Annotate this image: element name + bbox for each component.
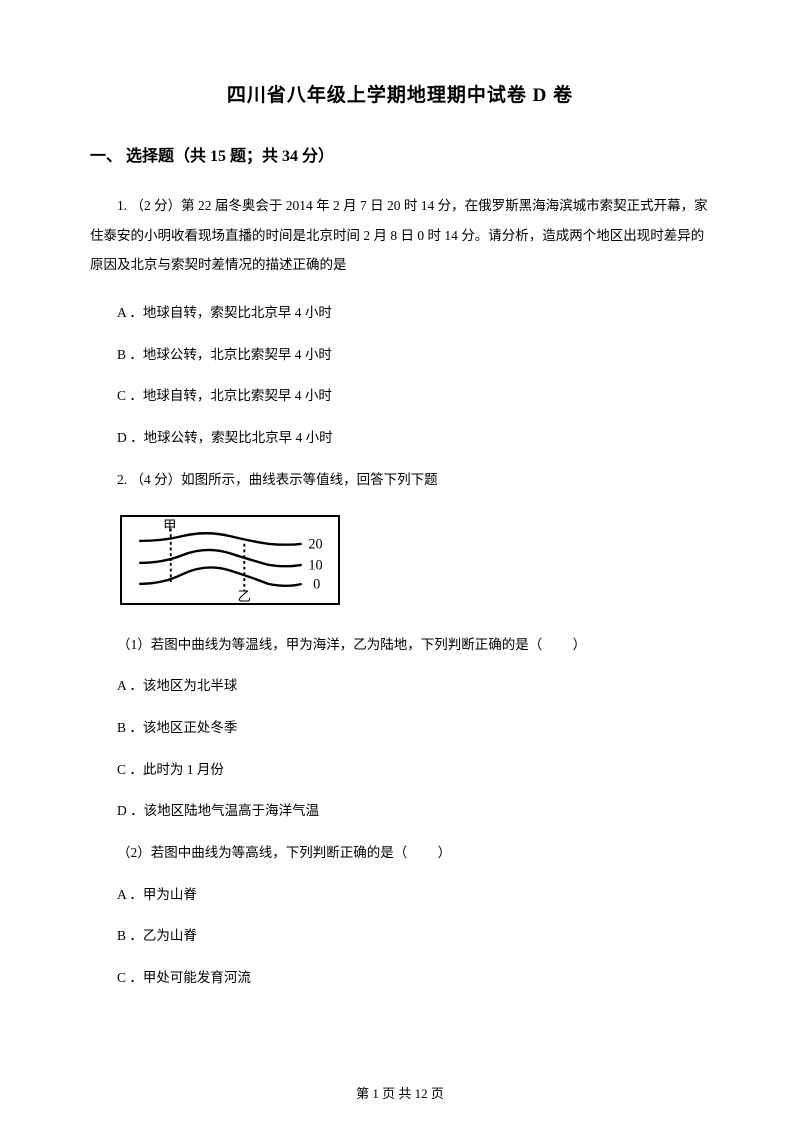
question-2-sub2: （2）若图中曲线为等高线，下列判断正确的是（ ） — [90, 838, 710, 868]
label-10: 10 — [308, 557, 322, 573]
question-1-text: 1. （2 分）第 22 届冬奥会于 2014 年 2 月 7 日 20 时 1… — [90, 191, 710, 280]
label-yi: 乙 — [238, 589, 251, 603]
label-jia: 甲 — [163, 518, 176, 533]
question-1-option-d: D ．地球公转，索契比北京早 4 小时 — [90, 423, 710, 453]
page-footer: 第 1 页 共 12 页 — [0, 1083, 800, 1102]
question-2-sub2-option-a: A ．甲为山脊 — [90, 880, 710, 910]
page-title: 四川省八年级上学期地理期中试卷 D 卷 — [90, 80, 710, 107]
question-1-option-a: A ．地球自转，索契比北京早 4 小时 — [90, 298, 710, 328]
question-2-sub2-option-b: B ．乙为山脊 — [90, 921, 710, 951]
label-0: 0 — [313, 576, 320, 592]
question-2-sub1-option-a: A ．该地区为北半球 — [90, 671, 710, 701]
question-2-text: 2. （4 分）如图所示，曲线表示等值线，回答下列下题 — [90, 465, 710, 495]
question-2-sub1-option-c: C ．此时为 1 月份 — [90, 755, 710, 785]
section-header: 一、 选择题（共 15 题；共 34 分） — [90, 142, 710, 166]
contour-figure: 甲 乙 20 10 0 — [120, 515, 340, 605]
question-2-sub1-option-d: D ．该地区陆地气温高于海洋气温 — [90, 796, 710, 826]
question-1-option-b: B ．地球公转，北京比索契早 4 小时 — [90, 340, 710, 370]
question-2-sub1-option-b: B ．该地区正处冬季 — [90, 713, 710, 743]
label-20: 20 — [308, 536, 322, 552]
question-1-option-c: C ．地球自转，北京比索契早 4 小时 — [90, 381, 710, 411]
question-2-sub1: （1）若图中曲线为等温线，甲为海洋，乙为陆地，下列判断正确的是（ ） — [90, 630, 710, 660]
question-2-sub2-option-c: C ．甲处可能发育河流 — [90, 963, 710, 993]
